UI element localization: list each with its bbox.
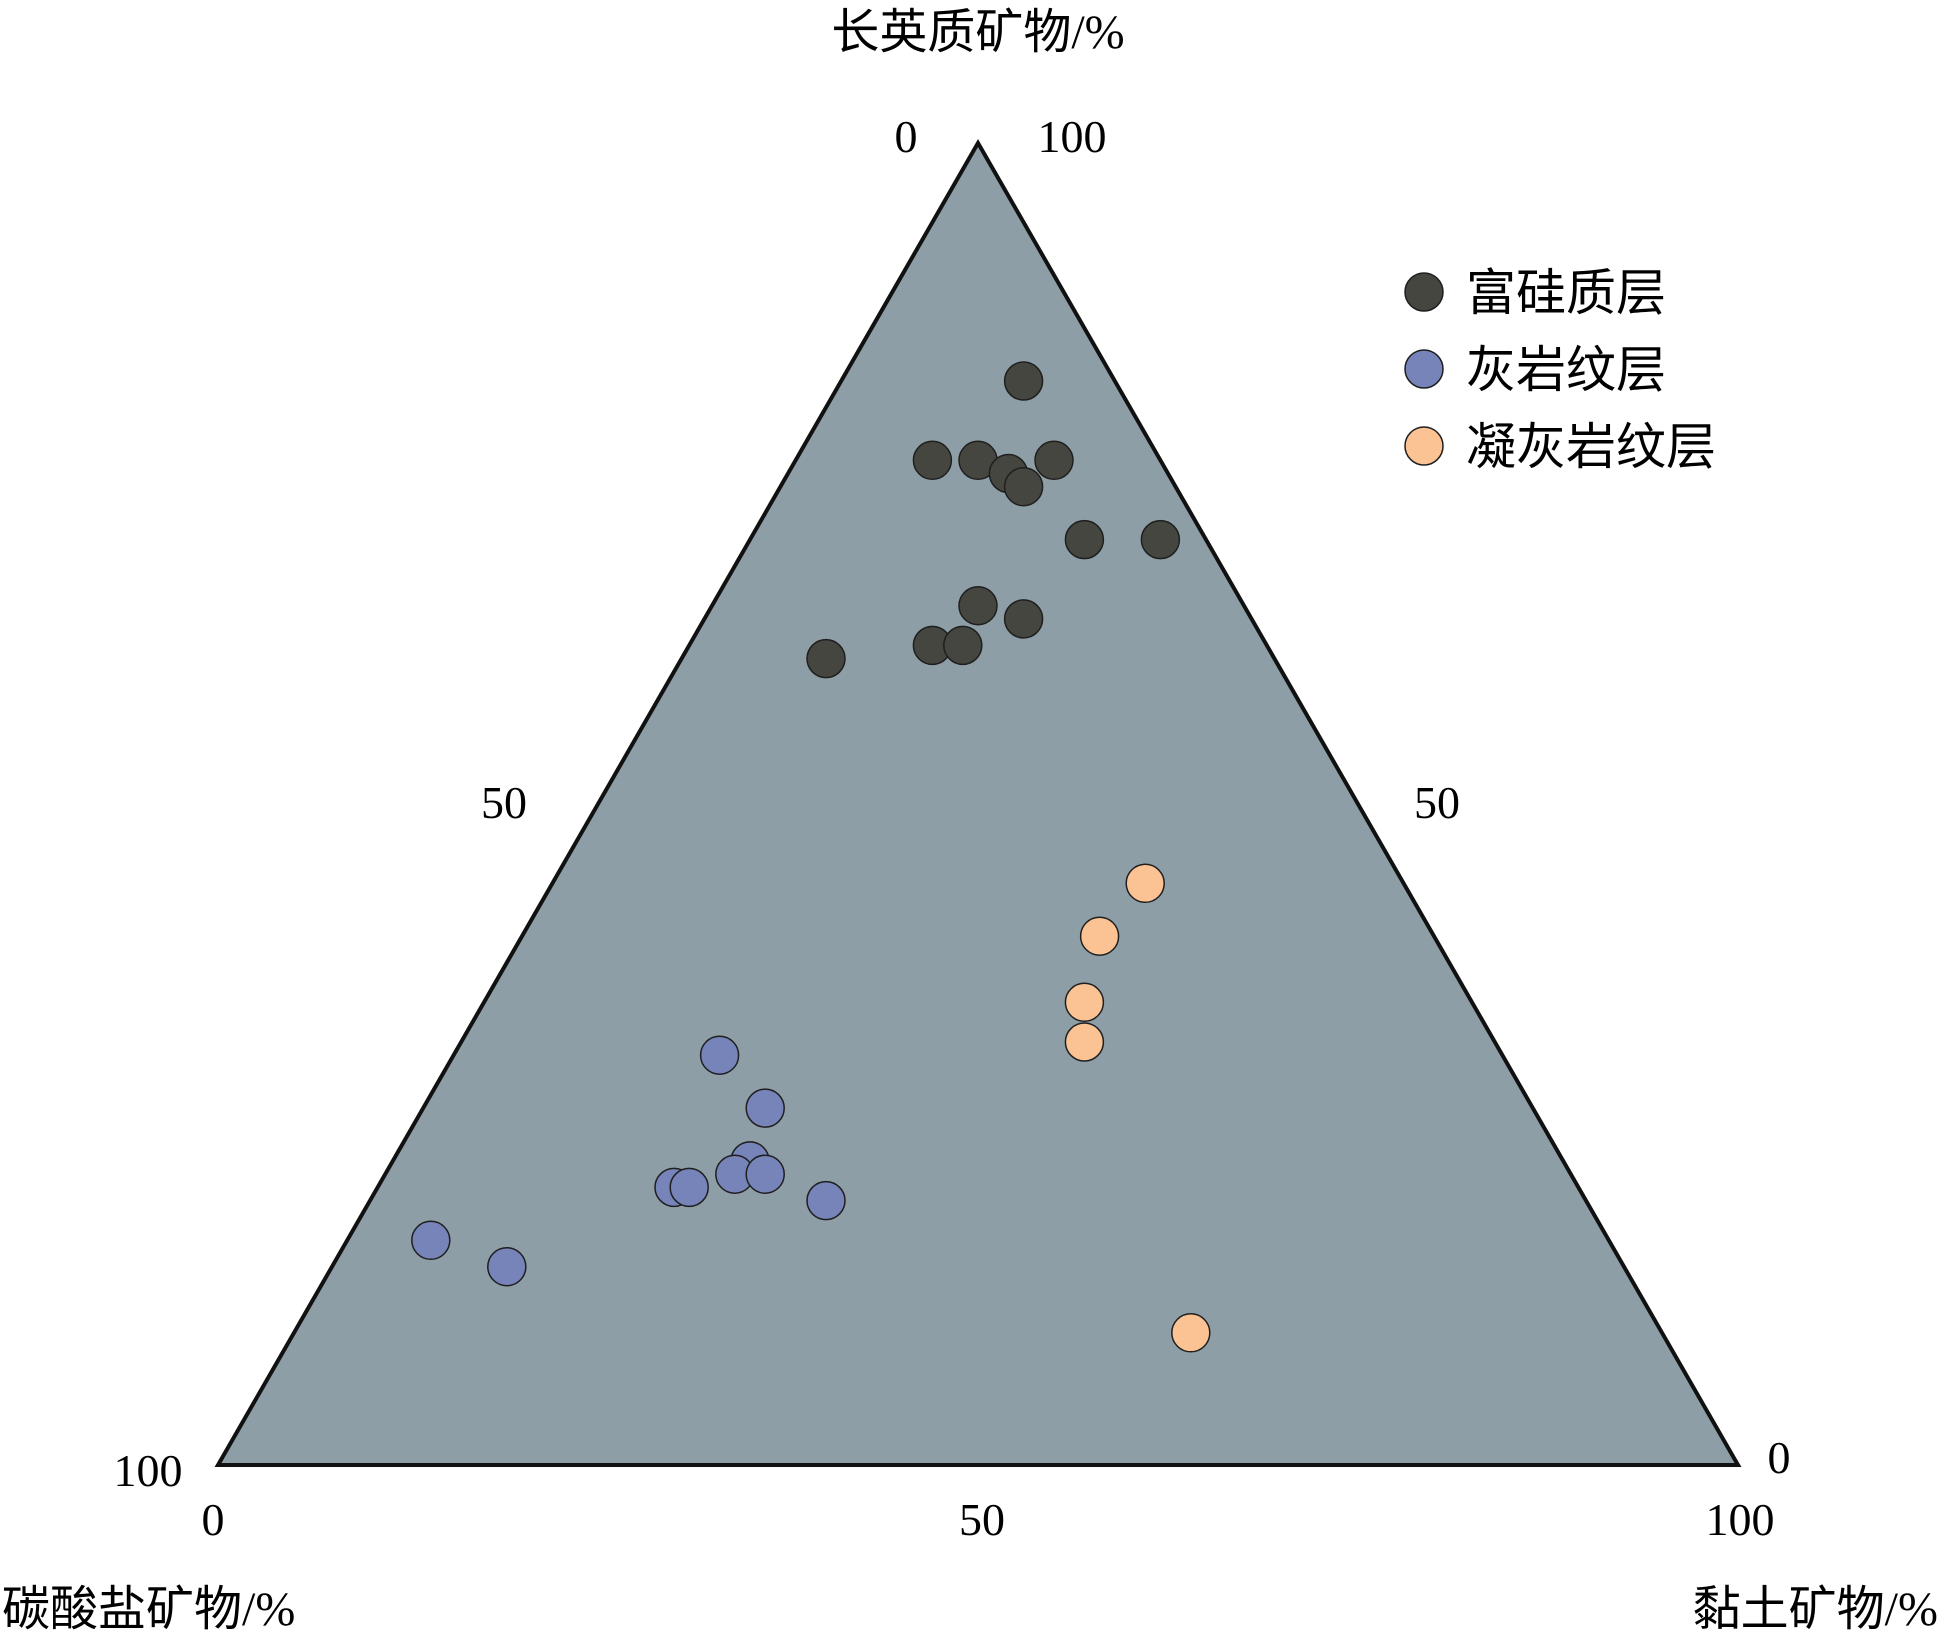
data-point [1003,466,1044,507]
left-axis-tick-label: 50 [481,777,527,828]
data-point [745,1088,785,1128]
plot-area-triangle [214,138,1742,1467]
data-point [912,440,953,481]
right-axis-tick-label: 0 [1768,1432,1791,1483]
data-point [1064,519,1105,560]
data-point [943,625,983,666]
right-axis-title: 黏土矿物/% [1693,1583,1938,1636]
top-axis-tick-label: 100 [1038,111,1107,162]
data-point [806,638,846,679]
right-axis-tick-label: 50 [1414,777,1460,828]
bottom-axis-tick-label: 0 [202,1494,225,1545]
top-axis-title: 长英质矿物/% [831,6,1124,59]
left-axis-title: 碳酸盐矿物/% [2,1583,295,1636]
data-point [1064,982,1105,1023]
bottom-axis-tick-label: 100 [1706,1494,1775,1545]
series-2 [411,1035,846,1287]
data-point [1003,361,1044,401]
data-point [487,1246,527,1287]
data-point [1125,863,1165,904]
data-point [1171,1313,1211,1353]
top-axis-tick-label: 0 [895,111,918,162]
legend-label: 富硅质层 [1466,265,1666,321]
data-point [669,1167,709,1208]
data-point [1064,1022,1105,1062]
left-axis-tick-label: 100 [114,1445,183,1496]
data-point [1079,916,1120,956]
series-3 [1064,863,1211,1353]
data-point [806,1180,846,1221]
bottom-axis-tick-label: 50 [959,1494,1005,1545]
data-point [699,1035,740,1075]
legend-marker [1404,426,1444,466]
series-1 [806,361,1181,679]
data-point [745,1154,785,1194]
data-point [1140,519,1181,560]
data-point [411,1220,451,1261]
legend-label: 灰岩纹层 [1466,342,1666,398]
data-points [411,361,1211,1353]
legend-label: 凝灰岩纹层 [1466,419,1716,475]
data-point [1034,440,1074,481]
legend-marker [1404,349,1444,389]
data-point [1003,599,1044,639]
data-point [958,585,998,626]
legend-marker [1404,272,1444,312]
